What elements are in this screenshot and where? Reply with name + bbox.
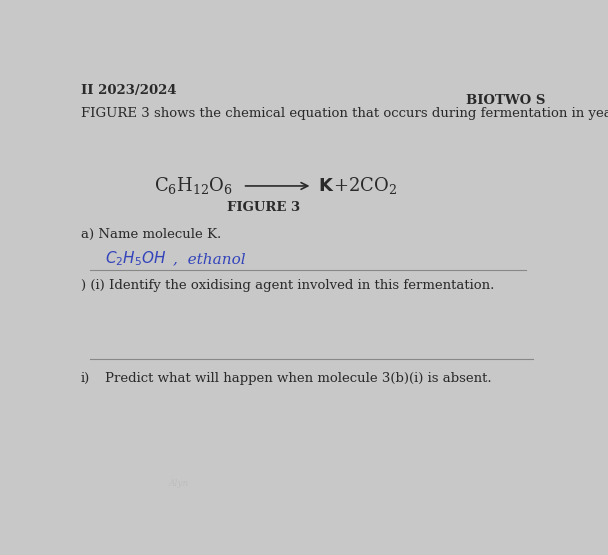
Text: $\mathbf{K}$: $\mathbf{K}$: [318, 177, 334, 195]
Text: $C_2H_5OH$: $C_2H_5OH$: [105, 250, 167, 269]
Text: ,  ethanol: , ethanol: [173, 252, 246, 266]
Text: Predict what will happen when molecule 3(b)(i) is absent.: Predict what will happen when molecule 3…: [105, 371, 492, 385]
Text: ) (i) Identify the oxidising agent involved in this fermentation.: ) (i) Identify the oxidising agent invol…: [81, 279, 494, 292]
Text: BIOTWO S: BIOTWO S: [466, 94, 545, 107]
Text: II 2023/2024: II 2023/2024: [81, 84, 176, 97]
Text: $\mathregular{+ 2CO_2}$: $\mathregular{+ 2CO_2}$: [333, 175, 398, 196]
Text: FIGURE 3 shows the chemical equation that occurs during fermentation in yeast: FIGURE 3 shows the chemical equation tha…: [81, 107, 608, 120]
Text: $\mathregular{C_6H_{12}O_6}$: $\mathregular{C_6H_{12}O_6}$: [153, 175, 232, 196]
Text: i): i): [81, 371, 90, 385]
Text: FIGURE 3: FIGURE 3: [227, 201, 300, 214]
Text: Alyn: Alyn: [169, 478, 189, 487]
Text: a) Name molecule K.: a) Name molecule K.: [81, 228, 221, 241]
